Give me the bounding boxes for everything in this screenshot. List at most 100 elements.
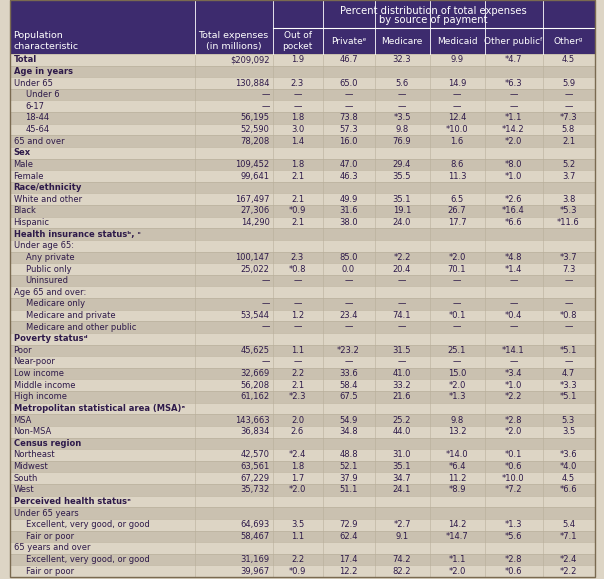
Text: 11.2: 11.2 [448, 474, 466, 483]
Text: *6.6: *6.6 [560, 485, 577, 494]
Text: *14.2: *14.2 [502, 125, 525, 134]
Text: —: — [564, 323, 573, 332]
Text: 46.3: 46.3 [339, 171, 358, 181]
Text: *5.1: *5.1 [560, 346, 577, 355]
Text: 47.0: 47.0 [339, 160, 358, 169]
Text: 39,967: 39,967 [240, 567, 269, 576]
Text: 85.0: 85.0 [339, 253, 358, 262]
Text: 74.2: 74.2 [393, 555, 411, 564]
Text: 3.8: 3.8 [562, 195, 575, 204]
Text: 45-64: 45-64 [25, 125, 50, 134]
Text: 61,162: 61,162 [240, 393, 269, 401]
Text: 33.2: 33.2 [393, 381, 411, 390]
Text: 25,022: 25,022 [240, 265, 269, 273]
Text: 36,834: 36,834 [240, 427, 269, 436]
Text: Fair or poor: Fair or poor [25, 532, 74, 541]
Text: *1.4: *1.4 [505, 265, 522, 273]
Text: —: — [453, 299, 461, 309]
Bar [10, 426, 594, 438]
Text: 9.8: 9.8 [451, 416, 464, 424]
Bar [10, 65, 594, 77]
Text: Under 65: Under 65 [13, 79, 53, 87]
Text: —: — [344, 357, 353, 367]
Bar [10, 275, 594, 287]
Text: $209,092: $209,092 [230, 56, 269, 64]
Text: Medicare and other public: Medicare and other public [25, 323, 136, 332]
Text: 100,147: 100,147 [235, 253, 269, 262]
Bar [10, 287, 594, 298]
Text: 51.1: 51.1 [339, 485, 358, 494]
Text: 26.7: 26.7 [448, 206, 466, 215]
Text: Race/ethnicity: Race/ethnicity [13, 183, 82, 192]
Text: —: — [261, 323, 269, 332]
Text: *1.0: *1.0 [505, 381, 522, 390]
Text: *14.1: *14.1 [502, 346, 525, 355]
Text: 31.5: 31.5 [393, 346, 411, 355]
Text: 3.5: 3.5 [562, 427, 575, 436]
Text: 2.0: 2.0 [291, 416, 304, 424]
Text: *23.2: *23.2 [337, 346, 360, 355]
Text: —: — [453, 323, 461, 332]
Text: *7.3: *7.3 [560, 113, 577, 122]
Text: Age 65 and over:: Age 65 and over: [13, 288, 86, 297]
Text: 1.8: 1.8 [291, 113, 304, 122]
Text: *2.4: *2.4 [560, 555, 577, 564]
Text: 6-17: 6-17 [25, 102, 45, 111]
Text: *2.8: *2.8 [505, 416, 522, 424]
Bar [10, 565, 594, 577]
Text: MSA: MSA [13, 416, 32, 424]
Text: 2.3: 2.3 [291, 79, 304, 87]
Text: 31.0: 31.0 [393, 450, 411, 460]
Text: —: — [453, 276, 461, 285]
Text: Black: Black [13, 206, 36, 215]
Bar [10, 356, 594, 368]
Text: 35.1: 35.1 [393, 462, 411, 471]
Text: *2.2: *2.2 [560, 567, 577, 576]
Text: *0.8: *0.8 [560, 311, 577, 320]
Text: —: — [294, 323, 301, 332]
Text: Privateᵉ: Privateᵉ [331, 36, 366, 46]
Text: 2.6: 2.6 [291, 427, 304, 436]
Text: 143,663: 143,663 [235, 416, 269, 424]
Text: Near-poor: Near-poor [13, 357, 56, 367]
Text: 67.5: 67.5 [339, 393, 358, 401]
Bar [10, 507, 594, 519]
Text: Otherᵍ: Otherᵍ [554, 36, 583, 46]
Text: —: — [509, 90, 518, 99]
Text: —: — [261, 357, 269, 367]
Bar [10, 438, 594, 449]
Bar [10, 101, 594, 112]
Text: 1.6: 1.6 [451, 137, 464, 146]
Bar [10, 135, 594, 147]
Text: Age in years: Age in years [13, 67, 72, 76]
Text: 82.2: 82.2 [393, 567, 411, 576]
Text: *11.6: *11.6 [557, 218, 580, 227]
Text: 14.2: 14.2 [448, 520, 466, 529]
Bar [10, 554, 594, 565]
Bar [10, 0, 594, 54]
Bar [10, 298, 594, 310]
Bar [10, 333, 594, 345]
Text: 53,544: 53,544 [240, 311, 269, 320]
Text: 67,229: 67,229 [240, 474, 269, 483]
Text: 5.2: 5.2 [562, 160, 575, 169]
Text: Total: Total [13, 56, 37, 64]
Text: *1.0: *1.0 [505, 171, 522, 181]
Text: —: — [453, 357, 461, 367]
Text: Other publicᶠ: Other publicᶠ [484, 36, 543, 46]
Text: Metropolitan statistical area (MSA)ᵉ: Metropolitan statistical area (MSA)ᵉ [13, 404, 185, 413]
Text: 45,625: 45,625 [240, 346, 269, 355]
Text: 24.0: 24.0 [393, 218, 411, 227]
Text: —: — [344, 90, 353, 99]
Text: *5.1: *5.1 [560, 393, 577, 401]
Text: *0.6: *0.6 [505, 567, 522, 576]
Text: *5.3: *5.3 [560, 206, 577, 215]
Text: 46.7: 46.7 [339, 56, 358, 64]
Text: —: — [509, 102, 518, 111]
Text: Excellent, very good, or good: Excellent, very good, or good [25, 520, 149, 529]
Text: *6.4: *6.4 [448, 462, 466, 471]
Text: *2.0: *2.0 [505, 427, 522, 436]
Text: 62.4: 62.4 [339, 532, 358, 541]
Bar [10, 542, 594, 554]
Text: 9.8: 9.8 [396, 125, 409, 134]
